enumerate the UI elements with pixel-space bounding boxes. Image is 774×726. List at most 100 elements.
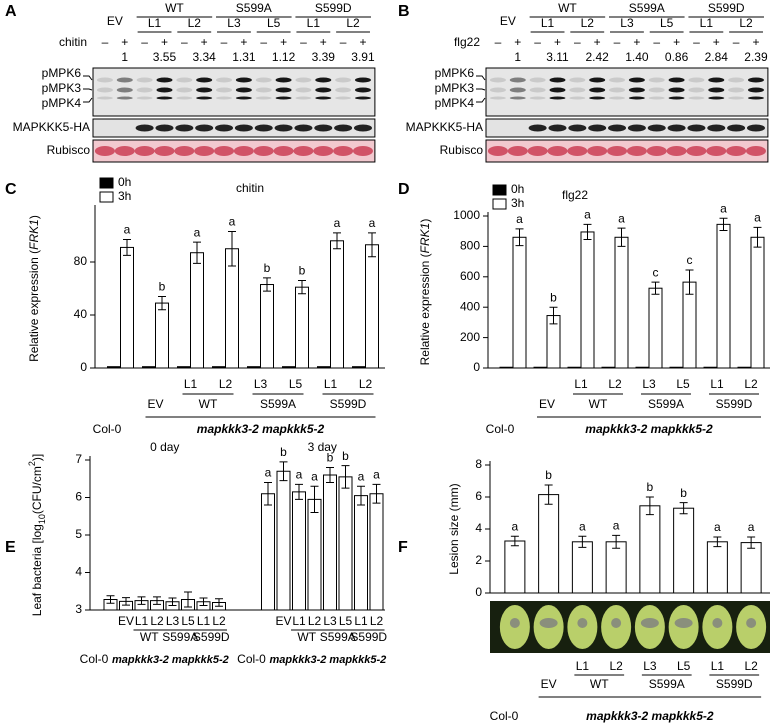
error-bar [549, 306, 558, 325]
error-bar [612, 534, 621, 549]
band [609, 96, 626, 100]
legend-label: 3h [118, 189, 131, 203]
error-bar [713, 536, 722, 548]
sign: – [181, 35, 188, 49]
error-bar [279, 461, 288, 482]
error-bar [123, 238, 131, 256]
fold-change: 1.12 [272, 50, 296, 64]
bar [567, 366, 582, 369]
band [727, 124, 746, 132]
band [275, 96, 292, 100]
band [194, 146, 215, 156]
band [155, 124, 174, 132]
x-group-label: S599A [649, 677, 685, 691]
band [136, 96, 153, 100]
sign: + [633, 35, 640, 49]
x-group-label: WT [590, 677, 609, 691]
x-group-label: S599D [330, 397, 367, 411]
row-label: pMPK6 [42, 66, 82, 80]
band [626, 146, 647, 156]
band [747, 77, 764, 83]
significance-letter: a [369, 216, 376, 230]
bar [107, 366, 121, 369]
band [589, 77, 606, 83]
significance-letter: b [280, 445, 287, 459]
band [509, 77, 526, 83]
sign: – [614, 35, 621, 49]
bar [614, 236, 629, 369]
band [116, 87, 133, 93]
bar [177, 366, 191, 369]
bar [282, 366, 296, 369]
bar [142, 366, 156, 369]
bar [323, 474, 337, 611]
band [607, 146, 628, 156]
band [688, 77, 705, 83]
legend-swatch [99, 191, 114, 203]
x-tick-label: L2 [219, 377, 233, 391]
lane-group: WT [558, 1, 577, 15]
x-tick-label: L1 [292, 614, 306, 628]
sign: – [260, 35, 267, 49]
x-tick-label: EV [275, 614, 291, 628]
y-axis-label: Leaf bacteria [log10(CFU/cm2)] [27, 454, 47, 616]
band [589, 87, 606, 93]
band [196, 87, 213, 93]
band [707, 124, 726, 132]
significance-letter: a [296, 468, 303, 482]
fold-change: 1 [121, 50, 128, 64]
fold-change: 3.91 [351, 50, 375, 64]
band [708, 87, 725, 93]
bar [639, 505, 661, 594]
significance-letter: a [516, 212, 523, 226]
band [549, 96, 566, 100]
fold-change: 2.42 [585, 50, 609, 64]
band [156, 87, 173, 93]
error-bar [685, 269, 694, 295]
bar [580, 231, 595, 369]
x-tick-label: L1 [135, 614, 149, 628]
bar [740, 542, 762, 594]
x-tick-label: L1 [576, 659, 590, 673]
band [609, 77, 626, 83]
band [154, 146, 175, 156]
sign: – [300, 35, 307, 49]
band [293, 146, 314, 156]
bar [295, 286, 309, 369]
significance-letter: c [653, 265, 659, 279]
significance-letter: a [194, 225, 201, 239]
band [668, 77, 685, 83]
band [275, 77, 292, 83]
band [587, 146, 608, 156]
band [745, 146, 766, 156]
bar [571, 541, 593, 594]
significance-letter: a [311, 469, 318, 483]
significance-letter: b [680, 486, 687, 500]
sign: + [594, 35, 601, 49]
bar [635, 366, 650, 369]
fold-change: 3.55 [153, 50, 177, 64]
band [216, 96, 233, 100]
x-tick-label: Col-0 [93, 422, 122, 436]
bar [247, 366, 261, 369]
error-bar [544, 484, 553, 505]
error-bar [106, 595, 115, 604]
x-tick-label: L2 [150, 614, 164, 628]
y-axis-label-part: 2 [27, 461, 37, 466]
band [116, 77, 133, 83]
sign: + [673, 35, 680, 49]
x-group-label: S599D [350, 630, 387, 644]
y-tick-label: 6 [475, 489, 482, 503]
error-bar [263, 277, 271, 292]
group-title: 3 day [308, 440, 337, 454]
band [588, 124, 607, 132]
x-tick-label: L1 [354, 614, 368, 628]
significance-letter: a [613, 519, 620, 533]
bar [682, 281, 697, 369]
lesion [611, 618, 622, 628]
band [235, 77, 252, 83]
band [668, 96, 685, 100]
blot-phospho [485, 67, 769, 117]
lesion [577, 618, 588, 628]
row-label: pMPK4 [42, 96, 82, 110]
